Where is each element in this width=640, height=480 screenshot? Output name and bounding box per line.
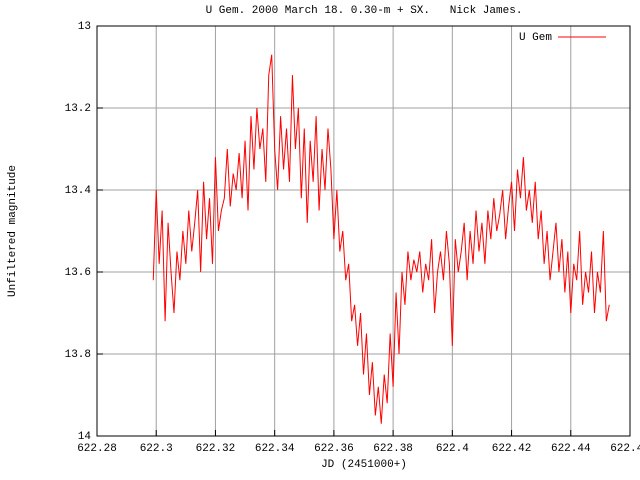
y-tick-label: 13.6 bbox=[65, 267, 91, 279]
data-line bbox=[152, 54, 610, 424]
y-tick-label: 13.8 bbox=[65, 349, 91, 361]
x-tick-label: 622.32 bbox=[196, 443, 236, 455]
x-tick-label: 622.34 bbox=[255, 443, 295, 455]
y-tick-label: 13 bbox=[78, 21, 91, 33]
chart-title: U Gem. 2000 March 18. 0.30-m + SX. Nick … bbox=[206, 5, 523, 17]
x-tick-label: 622.36 bbox=[314, 443, 354, 455]
x-axis-label: JD (2451000+) bbox=[321, 459, 407, 471]
x-tick-label: 622.3 bbox=[140, 443, 173, 455]
x-tick-label: 622.42 bbox=[492, 443, 532, 455]
y-tick-label: 14 bbox=[78, 431, 92, 443]
x-tick-label: 622.28 bbox=[77, 443, 117, 455]
y-tick-label: 13.2 bbox=[65, 103, 91, 115]
x-tick-label: 622.44 bbox=[551, 443, 591, 455]
y-tick-label: 13.4 bbox=[65, 185, 92, 197]
plot-frame bbox=[96, 25, 631, 437]
legend-label: U Gem bbox=[519, 32, 552, 44]
x-tick-label: 622.4 bbox=[436, 443, 469, 455]
x-tick-label: 622.46 bbox=[610, 443, 640, 455]
y-axis-label: Unfiltered magnitude bbox=[7, 165, 19, 297]
x-tick-label: 622.38 bbox=[373, 443, 413, 455]
